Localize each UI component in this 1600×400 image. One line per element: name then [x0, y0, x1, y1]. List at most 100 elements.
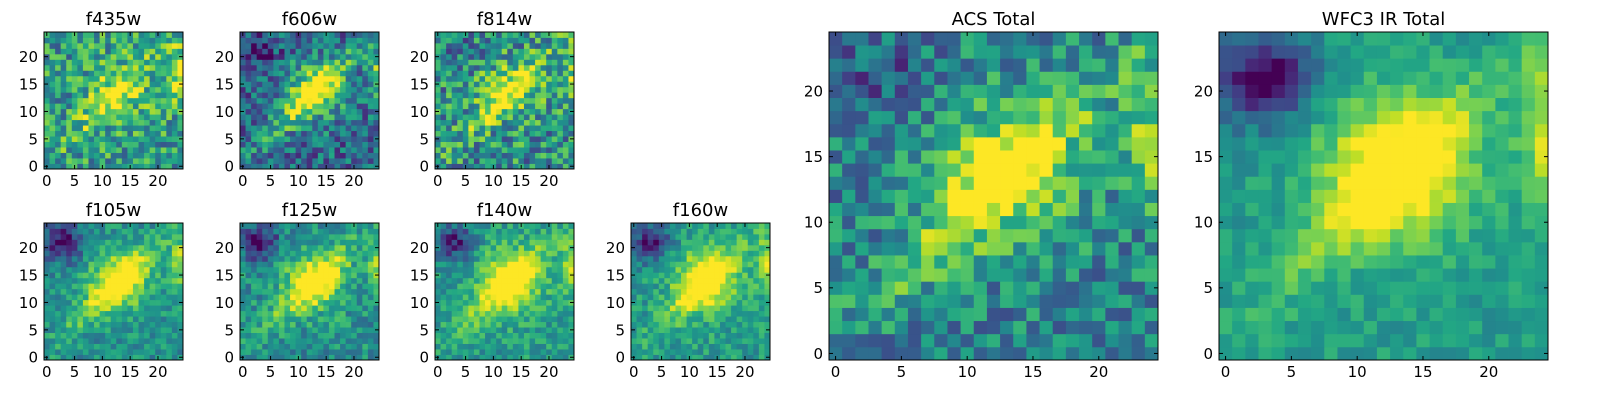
heatmap-cell [1118, 176, 1133, 190]
heatmap-cell [842, 255, 856, 269]
heatmap-cell [177, 294, 184, 301]
heatmap-cell [1026, 163, 1040, 177]
heatmap-cell [149, 305, 156, 312]
heatmap-cell [256, 299, 263, 306]
heatmap-cell [166, 283, 173, 290]
heatmap-cell [485, 141, 491, 148]
heatmap-cell [60, 75, 67, 82]
heatmap-cell [947, 189, 961, 203]
heatmap-cell [501, 81, 508, 88]
heatmap-cell [166, 288, 173, 295]
heatmap-cell [110, 163, 117, 170]
heatmap-cell [747, 244, 754, 251]
heatmap-cell [686, 250, 693, 257]
heatmap-cell [144, 338, 151, 344]
heatmap-cell [1026, 255, 1040, 269]
heatmap-cell [251, 299, 258, 306]
heatmap-cell [362, 75, 369, 82]
heatmap-cell [703, 261, 710, 268]
heatmap-cell [317, 136, 324, 142]
heatmap-cell [894, 241, 909, 256]
heatmap-cell [681, 338, 687, 344]
heatmap-cell [267, 343, 274, 350]
y-tick-label: 15 [410, 266, 429, 284]
heatmap-cell [166, 266, 173, 273]
heatmap-cell [295, 130, 302, 137]
x-tick-label: 0 [42, 172, 52, 190]
heatmap-cell [523, 81, 530, 88]
heatmap-cell [295, 261, 302, 268]
heatmap-cell [446, 294, 453, 301]
x-tick-label: 15 [512, 363, 531, 381]
heatmap-cell [523, 250, 530, 257]
heatmap-cell [934, 255, 948, 269]
heatmap-cell [340, 332, 347, 339]
heatmap-cell [367, 272, 374, 279]
heatmap-cell [512, 152, 519, 159]
heatmap-cell [171, 223, 178, 229]
heatmap-cell [77, 261, 84, 268]
heatmap-cell [446, 305, 453, 312]
heatmap-cell [1118, 320, 1133, 335]
heatmap-cell [356, 141, 363, 148]
heatmap-cell [328, 321, 335, 328]
heatmap-cell [373, 250, 380, 257]
heatmap-cell [82, 53, 89, 60]
heatmap-cell [345, 114, 352, 121]
heatmap-cell [986, 176, 1001, 190]
heatmap-cell [88, 158, 95, 164]
heatmap-cell [362, 338, 369, 344]
heatmap-cell [60, 266, 67, 273]
heatmap-cell [323, 316, 330, 323]
heatmap-cell [105, 250, 112, 257]
heatmap-cell [653, 266, 660, 273]
heatmap-cell [149, 163, 156, 170]
heatmap-cell [736, 255, 743, 262]
heatmap-cell [485, 255, 491, 262]
heatmap-cell [446, 64, 453, 71]
heatmap-cell [1079, 268, 1093, 282]
heatmap-cell [99, 310, 106, 317]
heatmap-cell [155, 266, 162, 273]
heatmap-cell [171, 48, 178, 55]
heatmap-cell [171, 108, 178, 115]
heatmap-cell [479, 141, 486, 148]
heatmap-cell [367, 114, 374, 121]
heatmap-cell [647, 343, 654, 350]
heatmap-cell [512, 305, 519, 312]
heatmap-cell [295, 59, 302, 66]
heatmap-cell [457, 147, 464, 153]
heatmap-cell [273, 92, 280, 99]
heatmap-cell [1039, 333, 1054, 348]
heatmap-cell [82, 42, 89, 49]
heatmap-cell [240, 228, 246, 235]
heatmap-cell [921, 189, 935, 203]
heatmap-cell [496, 261, 503, 268]
heatmap-cell [435, 158, 441, 164]
heatmap-cell [251, 81, 258, 88]
heatmap-cell [457, 255, 464, 262]
heatmap-cell [301, 147, 308, 153]
heatmap-cell [160, 233, 167, 240]
heatmap-cell [171, 42, 178, 49]
heatmap-cell [160, 294, 167, 301]
heatmap-cell [71, 64, 78, 71]
heatmap-cell [240, 349, 246, 355]
heatmap-cell [71, 59, 78, 66]
heatmap-cell [367, 59, 374, 66]
heatmap-cell [88, 119, 95, 126]
heatmap-cell [462, 349, 469, 355]
heatmap-cell [166, 152, 173, 159]
heatmap-cell [345, 97, 352, 104]
heatmap-cell [540, 228, 547, 235]
heatmap-cell [642, 288, 649, 295]
heatmap-cell [160, 343, 167, 350]
heatmap-cell [94, 332, 100, 339]
heatmap-cell [1079, 202, 1093, 217]
heatmap-cell [551, 125, 558, 132]
heatmap-cell [77, 283, 84, 290]
heatmap-cell [116, 108, 123, 115]
heatmap-cell [334, 64, 341, 71]
heatmap-cell [138, 81, 145, 88]
heatmap-cell [1118, 202, 1133, 217]
